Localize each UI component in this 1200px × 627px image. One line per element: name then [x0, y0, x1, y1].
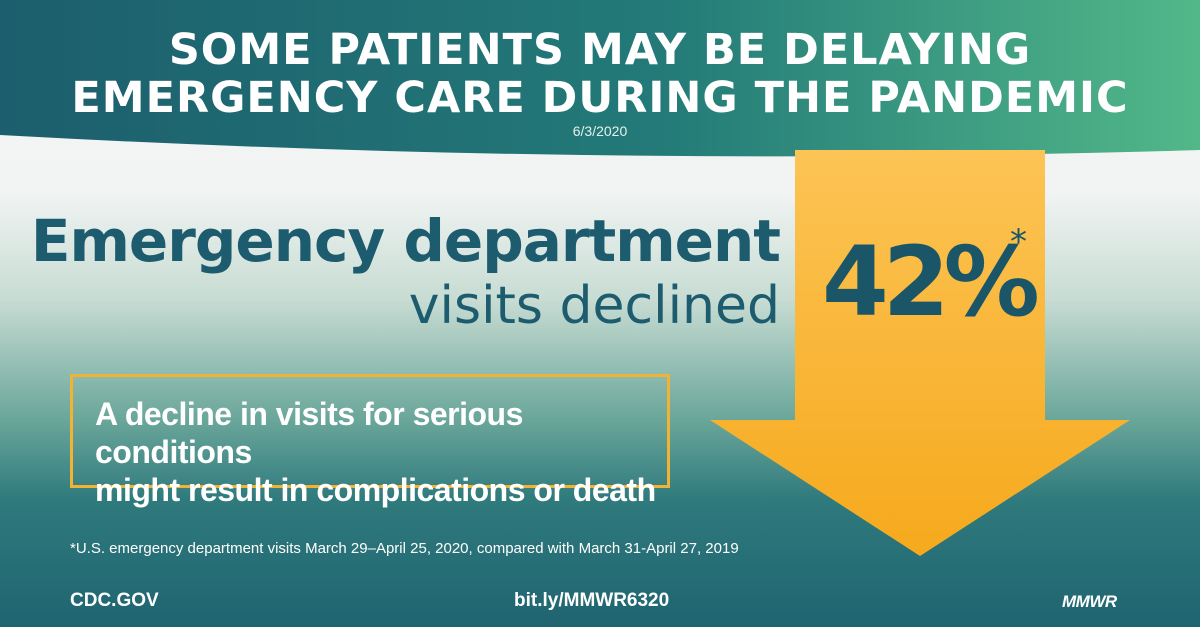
source-link[interactable]: CDC.GOV	[70, 590, 159, 611]
publish-date: 6/3/2020	[572, 123, 628, 139]
header-band: SOME PATIENTS MAY BE DELAYING EMERGENCY …	[0, 0, 1200, 200]
decline-percentage: 42%	[822, 226, 1040, 338]
title-line-1: SOME PATIENTS MAY BE DELAYING	[168, 25, 1032, 75]
short-link[interactable]: bit.ly/MMWR6320	[514, 590, 670, 611]
title-line-2: EMERGENCY CARE DURING THE PANDEMIC	[71, 73, 1129, 123]
header-background	[0, 0, 1200, 157]
headline-secondary: visits declined	[408, 276, 780, 336]
footnote-marker: *	[1010, 222, 1027, 262]
callout-text: A decline in visits for serious conditio…	[95, 395, 665, 509]
callout-line-1: A decline in visits for serious conditio…	[95, 396, 523, 470]
callout-box: A decline in visits for serious conditio…	[70, 374, 670, 508]
footnote: *U.S. emergency department visits March …	[70, 540, 739, 557]
callout-line-2: might result in complications or death	[95, 472, 656, 508]
headline-primary: Emergency department	[30, 207, 781, 275]
page-title: SOME PATIENTS MAY BE DELAYING EMERGENCY …	[0, 26, 1200, 122]
mmwr-logo: MMWR	[1062, 592, 1117, 611]
